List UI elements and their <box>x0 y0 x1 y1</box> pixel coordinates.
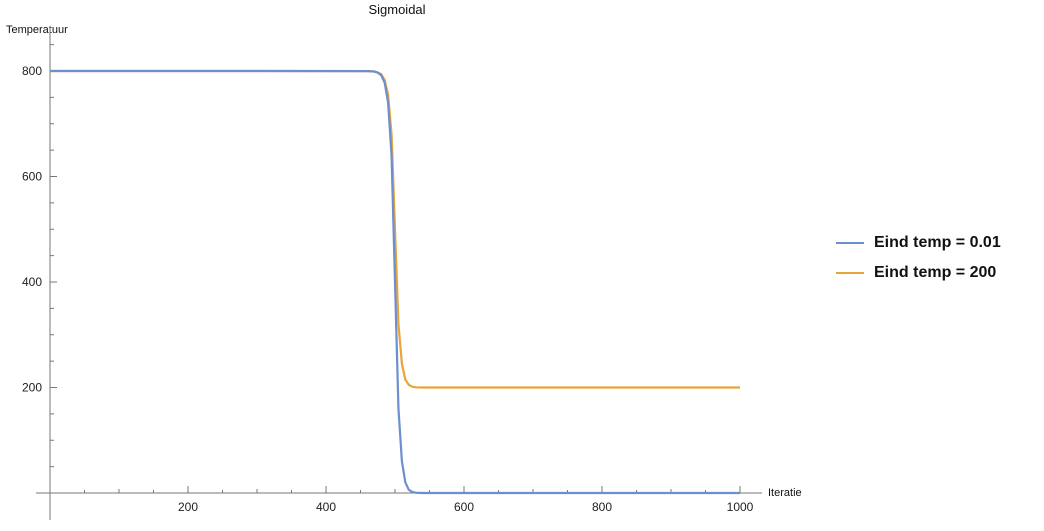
y-tick-label: 400 <box>22 275 42 289</box>
y-tick-label: 600 <box>22 170 42 184</box>
legend-item: Eind temp = 200 <box>836 258 1001 288</box>
legend-swatch <box>836 242 864 244</box>
legend-label: Eind temp = 0.01 <box>874 234 1001 251</box>
series-line <box>50 69 740 389</box>
legend-swatch <box>836 272 864 274</box>
x-tick-label: 600 <box>454 500 474 514</box>
y-tick-label: 200 <box>22 381 42 395</box>
series-layer <box>50 69 740 495</box>
y-axis-title: Temperatuur <box>6 24 68 36</box>
chart-title: Sigmoidal <box>368 2 425 17</box>
x-axis-title: Iteratie <box>768 487 802 499</box>
legend-label: Eind temp = 200 <box>874 264 997 281</box>
series-line <box>50 69 740 495</box>
x-tick-label: 800 <box>592 500 612 514</box>
x-tick-label: 400 <box>316 500 336 514</box>
legend-item: Eind temp = 0.01 <box>836 228 1001 258</box>
legend: Eind temp = 0.01 Eind temp = 200 <box>836 228 1001 288</box>
y-tick-label: 800 <box>22 64 42 78</box>
axes: 200 400 600 800 1000 200 400 600 800 <box>22 26 762 520</box>
x-tick-label: 200 <box>178 500 198 514</box>
x-tick-label: 1000 <box>727 500 754 514</box>
